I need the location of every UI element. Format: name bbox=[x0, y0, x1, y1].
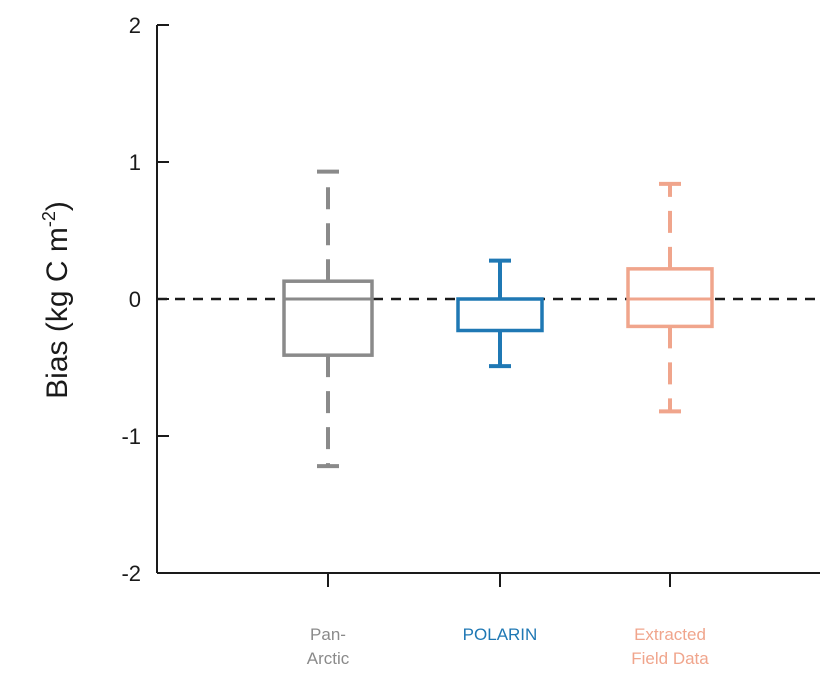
box-3 bbox=[626, 181, 714, 414]
box-iqr bbox=[282, 279, 374, 357]
box-1 bbox=[282, 169, 374, 469]
x-ticks bbox=[327, 573, 671, 587]
category-label-line: POLARIN bbox=[463, 625, 538, 644]
category-label-line: Field Data bbox=[631, 649, 709, 668]
y-tick-label: 1 bbox=[129, 150, 141, 175]
y-axis-label: Bias (kg C m-2) bbox=[39, 201, 74, 399]
category-label: POLARIN bbox=[463, 625, 538, 644]
y-tick-label: 2 bbox=[129, 13, 141, 38]
category-label-line: Extracted bbox=[634, 625, 706, 644]
category-labels: Pan- Arctic POLARIN Extracted Field Data bbox=[307, 625, 710, 668]
y-tick-label: 0 bbox=[129, 287, 141, 312]
boxes bbox=[282, 169, 714, 469]
category-label-line: Pan- bbox=[310, 625, 346, 644]
y-tick-label: -2 bbox=[121, 561, 141, 586]
y-ticks: 2 1 0 -1 -2 bbox=[121, 13, 169, 586]
y-axis-label-exponent: -2 bbox=[39, 211, 59, 227]
category-label: Pan- Arctic bbox=[307, 625, 350, 668]
category-label: Extracted Field Data bbox=[631, 625, 709, 668]
box-2 bbox=[456, 258, 544, 369]
y-tick-label: -1 bbox=[121, 424, 141, 449]
category-label-line: Arctic bbox=[307, 649, 350, 668]
box-iqr bbox=[456, 297, 544, 333]
y-axis-label-suffix: ) bbox=[41, 201, 74, 211]
